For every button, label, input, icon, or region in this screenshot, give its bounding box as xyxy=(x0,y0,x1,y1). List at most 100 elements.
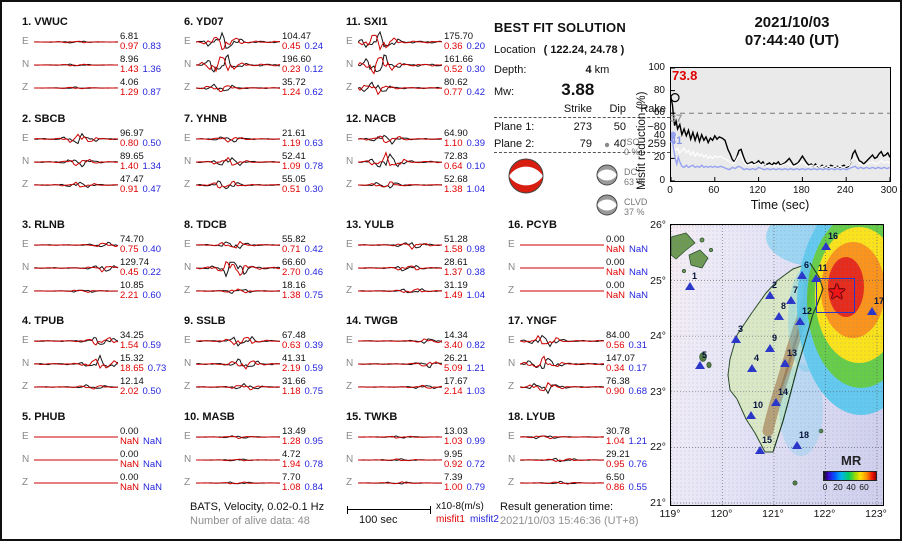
trace-values: 196.60 0.23 0.12 xyxy=(282,54,323,75)
map-graticule xyxy=(671,225,883,505)
component-label: Z xyxy=(346,82,353,93)
component-label: E xyxy=(346,36,353,47)
map-station-triangle xyxy=(765,291,775,299)
trace-values: 0.00 NaN NaN xyxy=(120,448,162,470)
component-label: E xyxy=(346,133,353,144)
trace-values: 51.28 1.58 0.98 xyxy=(444,234,485,255)
misfit-reduction-heat-layer xyxy=(766,225,883,456)
col-strike: Strike xyxy=(563,102,592,115)
misfit-values: NaN NaN xyxy=(120,459,162,470)
component-label: Z xyxy=(346,477,353,488)
station-block: 4. TPUB E 34.25 1.54 0.59 N 15.32 18.65 0.73 Z 12.… xyxy=(22,315,176,398)
misfit1-value: 1.08 xyxy=(282,481,301,493)
component-label: N xyxy=(508,454,516,465)
amplitude-value: 4.72 xyxy=(282,448,301,460)
misfit2-value: 0.84 xyxy=(304,481,324,493)
amplitude-value: 96.97 xyxy=(120,127,144,139)
misfit2-value: 0.87 xyxy=(142,86,162,98)
waveform-row: E 175.70 0.36 0.20 xyxy=(346,30,500,53)
misfit-values: 0.75 0.40 xyxy=(120,244,161,255)
map-station-number: 5 xyxy=(702,350,708,360)
misfit-values: 1.04 1.21 xyxy=(606,436,647,447)
station-block: 7. YHNB E 21.61 1.19 0.63 N 52.41 1.09 0.78 Z 55.0… xyxy=(184,113,338,196)
amplitude-value: 26.21 xyxy=(444,352,468,364)
misfit-curves xyxy=(671,68,890,181)
plane1-strike: 273 xyxy=(573,120,592,133)
clvd-beachball-icon xyxy=(596,194,618,219)
misfit-ytick-label: 80 xyxy=(653,84,665,96)
misfit2-value: 0.42 xyxy=(304,243,324,255)
amplitude-value: 72.83 xyxy=(444,150,468,162)
amplitude-value: 0.00 xyxy=(120,448,139,460)
amplitude-value: 0.00 xyxy=(606,256,625,268)
waveform-row: N 147.07 0.34 0.17 xyxy=(508,352,662,375)
station-block: 16. PCYB E 0.00 NaN NaN N 0.00 NaN NaN Z 0.00 NaN Na… xyxy=(508,219,662,302)
trace-values: 161.66 0.52 0.30 xyxy=(444,54,485,75)
waveform-trace xyxy=(358,337,442,344)
misfit-reduction-plot: 0 20 40 60 80 100 0 60 120 180 240 300 Time (sec) Mis… xyxy=(630,52,900,222)
misfit2-value: 0.47 xyxy=(142,183,162,195)
waveform-trace xyxy=(196,53,280,73)
waveform-row: E 13.03 1.03 0.99 xyxy=(346,425,500,448)
station-title: 7. YHNB xyxy=(184,113,228,125)
misfit1-value: 1.10 xyxy=(444,137,463,149)
map-station-number: 18 xyxy=(799,430,810,440)
misfit-values: NaN NaN xyxy=(606,244,648,255)
waveform-trace xyxy=(358,150,442,167)
trace-values: 41.31 2.19 0.59 xyxy=(282,352,323,374)
component-label: N xyxy=(22,156,30,167)
misfit-values: 1.37 0.38 xyxy=(444,267,485,278)
colorbar xyxy=(823,471,877,481)
misfit1-value: 0.97 xyxy=(120,40,139,52)
component-label: N xyxy=(184,59,192,70)
waveform-trace xyxy=(34,383,118,390)
station-title: 9. SSLB xyxy=(184,315,226,327)
trace-values: 55.05 0.51 0.30 xyxy=(282,174,323,195)
waveform-row: N 52.41 1.09 0.78 xyxy=(184,150,338,173)
station-block: 8. TDCB E 55.82 0.71 0.42 N 66.60 2.70 0.46 Z 18.1… xyxy=(184,219,338,302)
amplitude-value: 52.41 xyxy=(282,150,306,162)
misfit2-value: 1.21 xyxy=(466,362,486,374)
waveform-row: Z 12.14 2.02 0.50 xyxy=(22,375,176,398)
waveform-row: N 9.95 0.92 0.72 xyxy=(346,448,500,471)
colorbar-label: MR xyxy=(841,453,862,468)
component-label: E xyxy=(508,431,515,442)
alive-data-count: Number of alive data: 48 xyxy=(190,515,310,527)
amplitude-value: 30.78 xyxy=(606,425,630,437)
misfit-values: NaN NaN xyxy=(606,267,648,278)
scalebar-label: 100 sec xyxy=(359,514,398,526)
component-label: N xyxy=(184,454,192,465)
component-percent: 37 % xyxy=(624,206,645,217)
waveform-trace xyxy=(34,181,118,188)
trace-values: 17.67 2.14 1.03 xyxy=(444,376,485,397)
misfit-values: 1.38 0.75 xyxy=(282,290,323,301)
station-title: 15. TWKB xyxy=(346,411,398,423)
misfit2-value: 1.04 xyxy=(466,183,486,195)
trace-values: 7.39 1.00 0.79 xyxy=(444,472,485,493)
misfit1-value: 0.71 xyxy=(282,243,301,255)
misfit1-value: 0.63 xyxy=(282,339,301,351)
misfit-values: 1.18 0.75 xyxy=(282,386,323,397)
misfit2-value: 0.10 xyxy=(466,160,486,172)
colorbar-tick-label: 60 xyxy=(859,482,869,492)
waveform-trace xyxy=(358,384,442,389)
map-station-number: 1 xyxy=(692,271,698,281)
misfit-values: 3.40 0.82 xyxy=(444,340,485,351)
waveform-trace xyxy=(358,434,442,439)
amplitude-value: 80.62 xyxy=(444,76,468,88)
station-title: 17. YNGF xyxy=(508,315,557,327)
amplitude-value: 0.00 xyxy=(606,279,625,291)
plane2-strike: 79 xyxy=(579,137,592,150)
amplitude-value: 41.31 xyxy=(282,352,306,364)
component-label: E xyxy=(184,335,191,346)
misfit1-value: 1.28 xyxy=(282,435,301,447)
map-station-triangle xyxy=(797,271,807,279)
component-label: E xyxy=(346,431,353,442)
waveform-row: Z 47.47 0.91 0.47 xyxy=(22,173,176,196)
misfit-xtick-label: 240 xyxy=(836,185,854,196)
plane1-dip: 50 xyxy=(613,120,626,133)
amplitude-value: 34.25 xyxy=(120,329,144,341)
waveform-trace xyxy=(34,482,118,483)
station-title: 1. VWUC xyxy=(22,16,68,28)
waveform-row: Z 55.05 0.51 0.30 xyxy=(184,173,338,196)
